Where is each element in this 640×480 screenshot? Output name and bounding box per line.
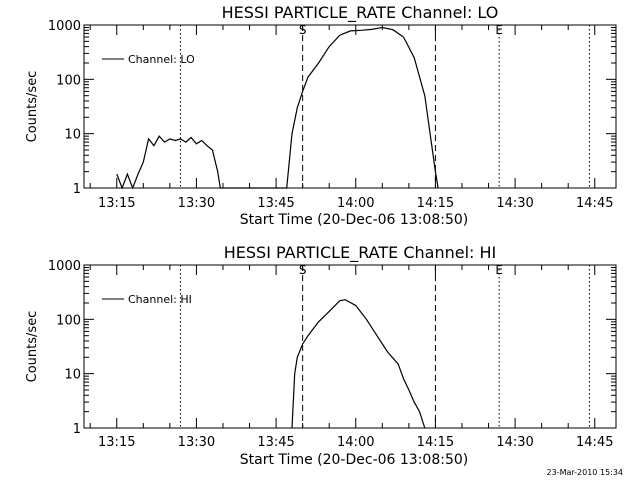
- y-tick-label: 1000: [48, 259, 81, 274]
- footer-timestamp: 23-Mar-2010 15:34: [547, 468, 624, 477]
- plot-channel-lo: HESSI PARTICLE_RATE Channel: LO 1 10 100 100…: [25, 3, 617, 228]
- y-tick-label: 1000: [48, 19, 81, 34]
- marker-label: S: [299, 23, 307, 37]
- series-line: [291, 299, 426, 429]
- marker-label: E: [495, 23, 503, 37]
- x-tick-label: 14:30: [496, 196, 533, 211]
- y-tick-label: 1: [73, 422, 81, 437]
- x-tick-label: 13:45: [257, 435, 294, 450]
- plot-frame: [83, 24, 617, 189]
- x-tick-label: 13:30: [178, 435, 215, 450]
- x-tick-label: 13:15: [98, 435, 135, 450]
- legend-label: Channel: LO: [128, 53, 195, 66]
- legend-label: Channel: HI: [128, 293, 192, 306]
- x-tick-label: 14:15: [417, 435, 454, 450]
- y-tick-label: 100: [56, 313, 81, 328]
- x-tick-label: 14:00: [337, 435, 374, 450]
- x-tick-label: 13:45: [257, 196, 294, 211]
- x-axis-label: Start Time (20-Dec-06 13:08:50): [240, 452, 468, 468]
- x-tick-label: 14:00: [337, 196, 374, 211]
- plot-channel-hi: HESSI PARTICLE_RATE Channel: HI 1 10 100 100…: [25, 243, 617, 468]
- x-axis-label: Start Time (20-Dec-06 13:08:50): [240, 212, 468, 228]
- y-tick-label: 10: [64, 368, 81, 383]
- marker-label: S: [299, 263, 307, 277]
- x-tick-label: 14:15: [417, 196, 454, 211]
- chart-title: HESSI PARTICLE_RATE Channel: LO: [222, 3, 499, 23]
- y-tick-label: 1: [73, 182, 81, 197]
- x-tick-label: 14:45: [576, 196, 613, 211]
- marker-label: E: [495, 263, 503, 277]
- chart-title: HESSI PARTICLE_RATE Channel: HI: [224, 243, 497, 263]
- x-tick-label: 14:30: [496, 435, 533, 450]
- x-tick-label: 13:30: [178, 196, 215, 211]
- y-tick-label: 10: [64, 128, 81, 143]
- x-tick-label: 14:45: [576, 435, 613, 450]
- series-line: [116, 26, 439, 190]
- plot-frame: [83, 264, 617, 429]
- y-tick-label: 100: [56, 73, 81, 88]
- y-axis-label: Counts/sec: [25, 311, 40, 383]
- x-tick-label: 13:15: [98, 196, 135, 211]
- y-axis-label: Counts/sec: [25, 71, 40, 143]
